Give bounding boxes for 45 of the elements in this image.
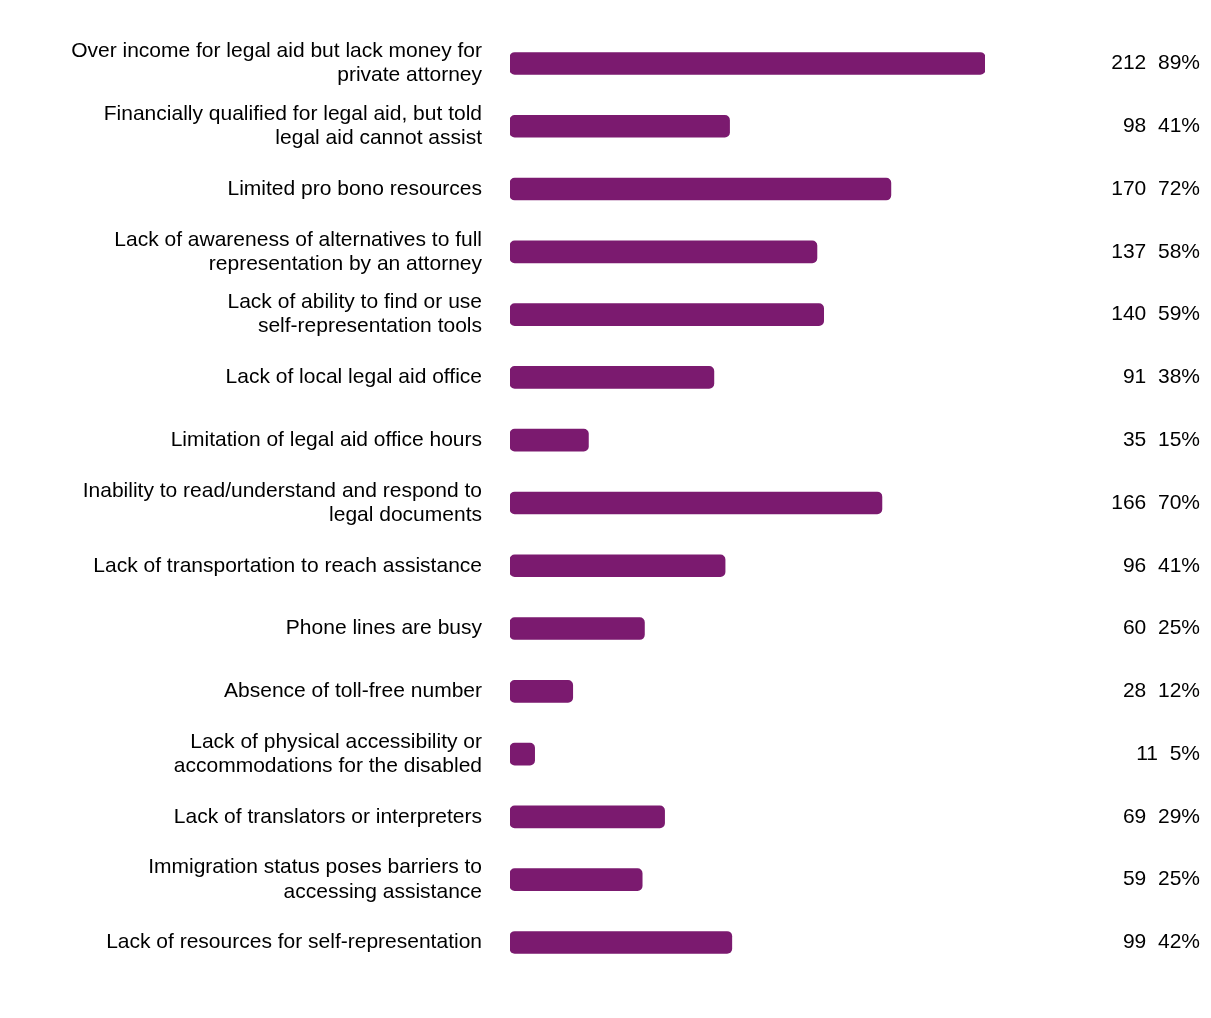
bar xyxy=(510,742,535,766)
y-tick-label: Lack of ability to find or use self-representation tools xyxy=(227,289,482,337)
bar xyxy=(510,114,730,138)
data-label: 137 58% xyxy=(1111,238,1200,262)
data-label: 98 41% xyxy=(1122,113,1200,137)
y-tick-label: Lack of translators or interpreters xyxy=(173,803,482,827)
y-tick-label: Over income for legal aid but lack money for private attorney xyxy=(71,38,483,86)
data-label: 28 12% xyxy=(1122,678,1200,702)
bar xyxy=(510,177,892,201)
data-label: 166 70% xyxy=(1111,489,1200,513)
data-label: 35 15% xyxy=(1122,426,1200,450)
bar xyxy=(510,617,645,640)
y-tick-label: Lack of local legal aid office xyxy=(225,364,482,388)
data-label: 96 41% xyxy=(1122,552,1200,576)
y-tick-label: Lack of resources for self-representation xyxy=(106,929,482,953)
data-label: 60 25% xyxy=(1122,615,1200,639)
bar xyxy=(510,805,665,829)
y-tick-label: Lack of awareness of alternatives to full representation by an attorney xyxy=(114,226,483,274)
bar xyxy=(510,868,643,891)
data-label: 11 5% xyxy=(1136,740,1200,764)
bar xyxy=(510,428,589,452)
data-label: 69 29% xyxy=(1122,803,1200,827)
data-label: 59 25% xyxy=(1122,866,1200,890)
bar xyxy=(510,931,733,954)
y-tick-label: Inability to read/understand and respond to legal documents xyxy=(82,477,482,525)
data-label: 91 38% xyxy=(1122,364,1200,388)
bar xyxy=(510,554,726,578)
y-tick-label: Immigration status poses barriers to accessing assistance xyxy=(148,854,482,902)
y-tick-label: Financially qualified for legal aid, but told legal aid cannot assist xyxy=(103,100,483,149)
y-tick-label: Lack of transportation to reach assistance xyxy=(93,552,482,576)
data-label: 140 59% xyxy=(1111,301,1200,325)
bar xyxy=(510,303,825,326)
data-label: 212 89% xyxy=(1111,50,1200,74)
bar xyxy=(510,491,883,515)
bar xyxy=(510,679,574,703)
bar xyxy=(510,240,818,264)
y-tick-label: Absence of toll-free number xyxy=(224,678,483,702)
y-tick-label: Lack of physical accessibility or accommodations for the disabled xyxy=(173,728,482,776)
data-label: 170 72% xyxy=(1111,175,1200,199)
data-label: 99 42% xyxy=(1122,929,1200,953)
y-tick-label: Limitation of legal aid office hours xyxy=(170,426,482,450)
y-tick-label: Limited pro bono resources xyxy=(227,175,482,199)
y-tick-label: Phone lines are busy xyxy=(285,615,483,639)
bar xyxy=(510,52,985,75)
bar xyxy=(510,366,715,389)
